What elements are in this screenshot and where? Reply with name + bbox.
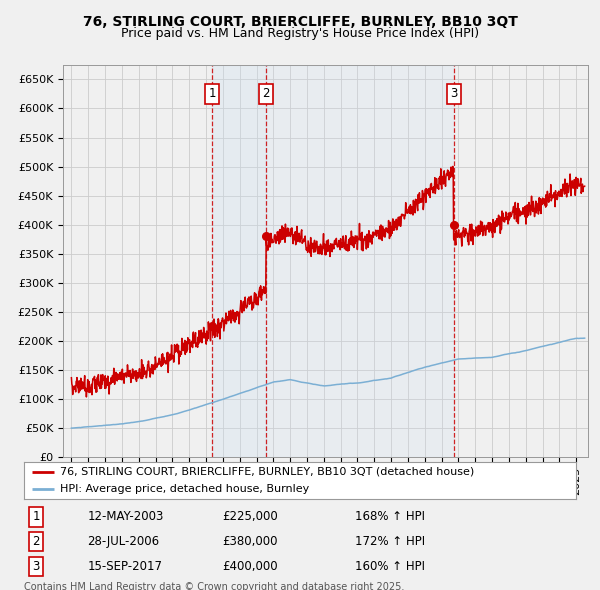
- Bar: [266, 65, 454, 457]
- Text: 28-JUL-2006: 28-JUL-2006: [88, 535, 160, 548]
- Text: 1: 1: [32, 510, 40, 523]
- Text: 2: 2: [262, 87, 270, 100]
- Text: 76, STIRLING COURT, BRIERCLIFFE, BURNLEY, BB10 3QT: 76, STIRLING COURT, BRIERCLIFFE, BURNLEY…: [83, 15, 517, 29]
- Text: £380,000: £380,000: [223, 535, 278, 548]
- Text: 168% ↑ HPI: 168% ↑ HPI: [355, 510, 425, 523]
- Text: £225,000: £225,000: [223, 510, 278, 523]
- Text: HPI: Average price, detached house, Burnley: HPI: Average price, detached house, Burn…: [60, 484, 309, 494]
- Text: 3: 3: [32, 560, 40, 573]
- Bar: [212, 65, 266, 457]
- Text: Contains HM Land Registry data © Crown copyright and database right 2025.
This d: Contains HM Land Registry data © Crown c…: [24, 582, 404, 590]
- Text: Price paid vs. HM Land Registry's House Price Index (HPI): Price paid vs. HM Land Registry's House …: [121, 27, 479, 40]
- Text: 15-SEP-2017: 15-SEP-2017: [88, 560, 163, 573]
- Text: 76, STIRLING COURT, BRIERCLIFFE, BURNLEY, BB10 3QT (detached house): 76, STIRLING COURT, BRIERCLIFFE, BURNLEY…: [60, 467, 474, 477]
- Text: 12-MAY-2003: 12-MAY-2003: [88, 510, 164, 523]
- Text: £400,000: £400,000: [223, 560, 278, 573]
- Text: 3: 3: [450, 87, 457, 100]
- Text: 1: 1: [208, 87, 216, 100]
- Text: 172% ↑ HPI: 172% ↑ HPI: [355, 535, 425, 548]
- Text: 2: 2: [32, 535, 40, 548]
- Text: 160% ↑ HPI: 160% ↑ HPI: [355, 560, 425, 573]
